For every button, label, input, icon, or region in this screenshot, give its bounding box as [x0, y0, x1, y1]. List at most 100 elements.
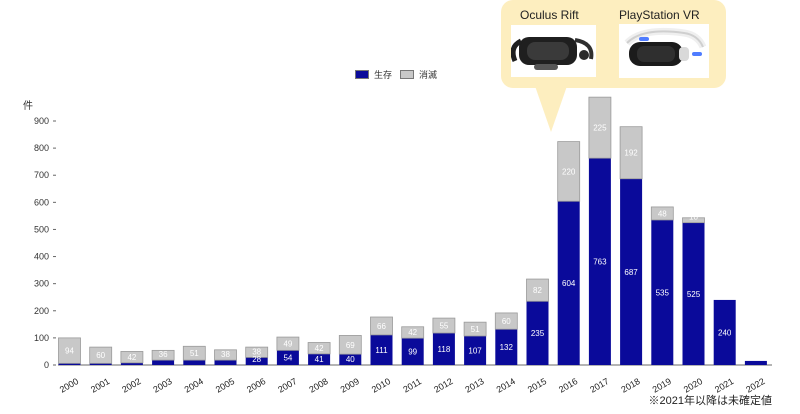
callout-label-right: PlayStation VR [619, 8, 700, 22]
x-tick-label: 2002 [120, 376, 142, 395]
data-label-survive: 54 [283, 354, 292, 363]
y-tick-label: 700 [34, 170, 49, 180]
x-tick-label: 2012 [432, 376, 454, 395]
data-label-survive: 535 [656, 288, 670, 297]
bar-survive [557, 201, 580, 365]
legend-item-survive: 生存 [355, 68, 392, 81]
bar-extinct [526, 278, 549, 302]
data-label-survive: 28 [252, 355, 261, 364]
bar-extinct [120, 351, 144, 364]
bar-survive [89, 363, 112, 365]
legend-swatch-survive [355, 70, 369, 79]
data-label-extinct: 36 [159, 350, 168, 359]
y-tick-label: 500 [34, 224, 49, 234]
data-label-survive: 525 [687, 290, 701, 299]
bar-survive [152, 360, 175, 365]
data-label-survive: 118 [438, 345, 451, 354]
x-tick-label: 2017 [588, 376, 610, 395]
bar-survive [276, 350, 299, 365]
x-tick-label: 2006 [245, 376, 267, 395]
data-label-survive: 240 [718, 328, 732, 337]
x-tick-label: 2014 [495, 376, 517, 395]
bar-survive [214, 360, 237, 365]
bar-extinct [276, 336, 300, 351]
bar-survive [682, 222, 705, 365]
bar-survive [464, 335, 487, 365]
bar-survive [183, 360, 206, 365]
data-label-extinct: 69 [346, 341, 355, 350]
data-label-extinct: 48 [658, 209, 667, 218]
bar-survive [526, 301, 549, 365]
bar-survive [651, 219, 674, 365]
bar-survive [245, 357, 268, 365]
data-label-extinct: 49 [283, 340, 292, 349]
bar-extinct [307, 342, 331, 355]
bar-survive [713, 299, 736, 365]
x-tick-label: 2015 [526, 376, 548, 395]
bar-extinct [89, 346, 113, 364]
bar-extinct [650, 206, 674, 221]
bar-extinct [401, 326, 425, 339]
y-tick-label: 100 [34, 333, 49, 343]
bar-survive [339, 354, 362, 365]
bar-survive [120, 362, 143, 365]
data-label-extinct: 94 [65, 347, 74, 356]
data-label-extinct: 18 [689, 213, 698, 222]
bar-extinct [494, 312, 518, 330]
bar-survive [401, 338, 424, 365]
bar-extinct [432, 317, 456, 334]
playstation-vr-icon [619, 24, 709, 78]
bar-extinct [214, 349, 237, 361]
y-axis-unit: 件 [23, 101, 33, 112]
data-label-extinct: 220 [562, 167, 576, 176]
bar-extinct [338, 335, 362, 355]
data-label-extinct: 60 [502, 317, 511, 326]
vr-headset-icon [510, 25, 596, 77]
data-label-extinct: 42 [408, 328, 417, 337]
x-tick-label: 2013 [463, 376, 485, 395]
data-label-survive: 763 [593, 258, 607, 267]
data-label-survive: 235 [531, 329, 545, 338]
x-tick-label: 2008 [307, 376, 329, 395]
data-label-extinct: 55 [439, 322, 448, 331]
data-label-extinct: 42 [127, 353, 136, 362]
bar-survive [620, 178, 643, 365]
legend-item-extinct: 消滅 [400, 68, 437, 81]
bar-extinct [151, 349, 175, 361]
x-tick-label: 2010 [370, 376, 392, 395]
x-tick-label: 2018 [619, 376, 641, 395]
data-label-extinct: 60 [96, 351, 105, 360]
y-tick-label: 900 [34, 116, 49, 126]
y-tick-label: 300 [34, 279, 49, 289]
data-label-extinct: 82 [533, 286, 542, 295]
callout-label-left: Oculus Rift [520, 8, 579, 22]
footnote: ※2021年以降は未確定値 [648, 395, 772, 407]
legend-label-survive: 生存 [374, 70, 393, 80]
data-label-survive: 107 [468, 346, 482, 355]
y-tick-label: 600 [34, 197, 49, 207]
callout-tail [535, 86, 567, 132]
bar-extinct [58, 337, 81, 364]
bar-extinct [682, 217, 705, 224]
data-label-extinct: 51 [471, 325, 480, 334]
data-label-survive: 604 [562, 279, 576, 288]
bar-extinct [245, 346, 269, 358]
data-label-extinct: 192 [624, 149, 638, 158]
x-tick-label: 2005 [214, 376, 236, 395]
bar-extinct [619, 126, 643, 180]
x-tick-label: 2016 [557, 376, 579, 395]
data-label-survive: 41 [315, 355, 324, 364]
bar-survive [744, 360, 767, 365]
data-label-survive: 99 [408, 348, 417, 357]
x-tick-label: 2009 [339, 376, 361, 395]
x-tick-label: 2007 [276, 376, 298, 395]
data-label-survive: 687 [624, 268, 638, 277]
data-label-extinct: 38 [252, 347, 261, 356]
data-label-extinct: 51 [190, 349, 199, 358]
bar-extinct [588, 96, 612, 159]
legend-label-extinct: 消滅 [419, 70, 438, 80]
y-tick-label: 0 [44, 360, 49, 370]
bar-survive [58, 363, 81, 365]
bar-extinct [557, 141, 581, 202]
